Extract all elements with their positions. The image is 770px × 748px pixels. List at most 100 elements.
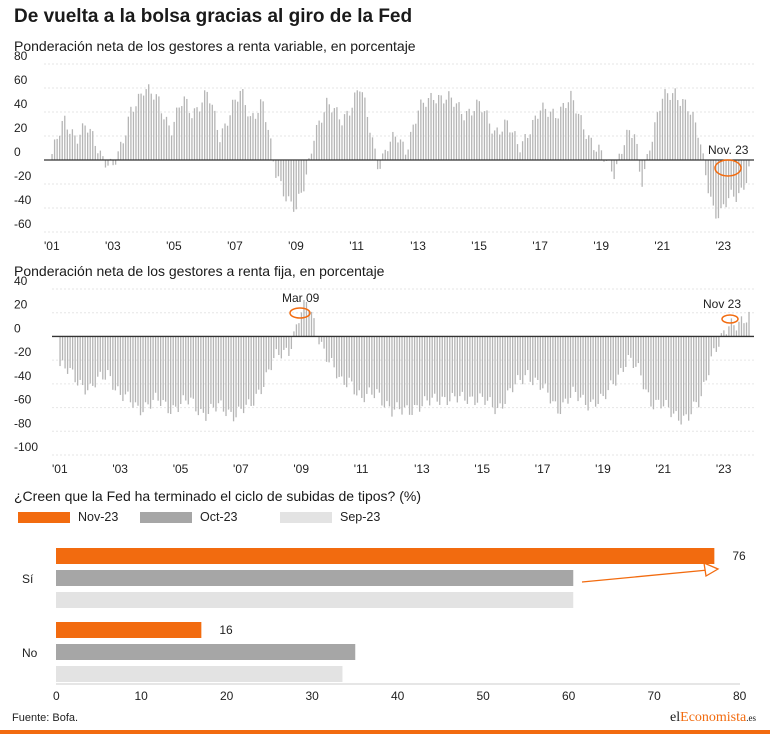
bonds-y-tick-label: -20 — [14, 345, 32, 359]
equity-bar — [689, 114, 692, 160]
bonds-bar — [723, 330, 725, 337]
bonds-bar — [524, 336, 526, 376]
equity-annotation-label: Nov. 23 — [708, 143, 749, 157]
bonds-bar — [708, 336, 710, 376]
bonds-bar — [602, 336, 604, 397]
bottom-bar — [0, 730, 770, 734]
bonds-bar — [300, 312, 303, 337]
bonds-bar — [738, 321, 740, 337]
equity-bar — [51, 154, 53, 160]
bonds-bar — [582, 336, 584, 395]
equity-bar — [460, 113, 463, 160]
bonds-bar — [600, 336, 602, 394]
equity-bar — [730, 160, 732, 190]
bonds-bar — [366, 336, 368, 394]
equity-bar — [417, 110, 419, 160]
bonds-bar — [682, 336, 685, 416]
equity-bar — [710, 160, 712, 197]
bonds-bar — [318, 336, 320, 345]
equity-bar — [359, 91, 361, 160]
bonds-bar — [693, 336, 695, 402]
equity-bar — [422, 102, 425, 160]
equity-bar — [455, 103, 458, 160]
bonds-bar — [94, 336, 96, 388]
bonds-bar — [527, 336, 529, 371]
equity-bar — [547, 116, 549, 160]
bonds-bar — [398, 336, 401, 410]
bonds-bar — [667, 336, 670, 408]
equity-bar — [160, 113, 163, 160]
bonds-bar — [192, 336, 194, 399]
bonds-bar — [554, 336, 557, 402]
bonds-bar — [61, 336, 64, 361]
bonds-bar — [293, 331, 295, 337]
bonds-bar — [162, 336, 164, 401]
bonds-bar — [424, 336, 426, 397]
bonds-bar — [426, 336, 428, 401]
bonds-bar — [205, 336, 207, 421]
brand-accent: Economista — [680, 710, 747, 725]
bonds-bar — [69, 336, 71, 369]
equity-bar — [165, 116, 168, 160]
equity-bar — [198, 111, 201, 160]
bonds-bar — [680, 336, 682, 425]
equity-bar — [56, 138, 58, 160]
bonds-bar — [82, 336, 84, 386]
bonds-bar — [378, 336, 381, 393]
bonds-bar — [305, 301, 308, 337]
equity-bar — [308, 158, 310, 160]
equity-bar — [293, 160, 295, 212]
bonds-y-tick-label: -80 — [14, 416, 32, 430]
bonds-bar — [451, 336, 453, 393]
equity-bar — [275, 160, 277, 178]
equity-bar — [114, 160, 117, 165]
bonds-bar — [728, 326, 730, 337]
bonds-bar — [159, 336, 162, 407]
equity-bar — [168, 125, 170, 160]
bonds-bar — [431, 336, 433, 398]
equity-bar — [570, 90, 572, 160]
bonds-bar — [149, 336, 152, 409]
equity-bar — [237, 101, 239, 160]
bonds-bar — [273, 336, 275, 359]
bonds-bar — [454, 336, 456, 397]
bonds-bar — [522, 336, 524, 385]
bonds-bar — [77, 336, 79, 386]
bonds-bar — [84, 336, 86, 395]
bonds-bar — [627, 336, 629, 356]
bonds-bar — [695, 336, 697, 403]
equity-y-tick-label: 40 — [14, 97, 28, 111]
bonds-bar — [351, 336, 353, 382]
equity-bar — [267, 129, 269, 160]
equity-bar — [577, 113, 580, 160]
equity-bar — [252, 113, 254, 160]
bonds-x-tick-label: '15 — [474, 462, 490, 476]
bonds-bar — [396, 336, 398, 403]
equity-bar — [659, 110, 661, 160]
bonds-bar — [230, 336, 232, 412]
bonds-bar — [320, 336, 323, 342]
bonds-bar — [353, 336, 355, 395]
bonds-bar — [358, 336, 360, 391]
equity-bar — [399, 139, 402, 160]
chart3-title: ¿Creen que la Fed ha terminado el ciclo … — [14, 488, 421, 504]
bonds-bar — [439, 336, 441, 405]
equity-bar — [649, 150, 651, 160]
equity-bar — [717, 160, 720, 219]
equity-bar — [313, 140, 315, 160]
equity-bar — [76, 143, 79, 160]
equity-bar — [376, 160, 379, 170]
equity-bar — [672, 93, 674, 160]
bonds-bar — [388, 336, 391, 407]
equity-bar — [562, 102, 564, 160]
bonds-bar — [544, 336, 546, 384]
equity-bar — [206, 91, 208, 160]
equity-bar — [733, 160, 735, 197]
equity-x-tick-label: '05 — [166, 239, 182, 253]
brand-pre: el — [670, 710, 681, 725]
equity-bar — [565, 108, 567, 160]
bonds-bar — [298, 323, 300, 337]
equity-bar — [183, 96, 185, 160]
equity-bar — [504, 119, 506, 160]
survey-x-tick-label: 80 — [733, 689, 747, 703]
